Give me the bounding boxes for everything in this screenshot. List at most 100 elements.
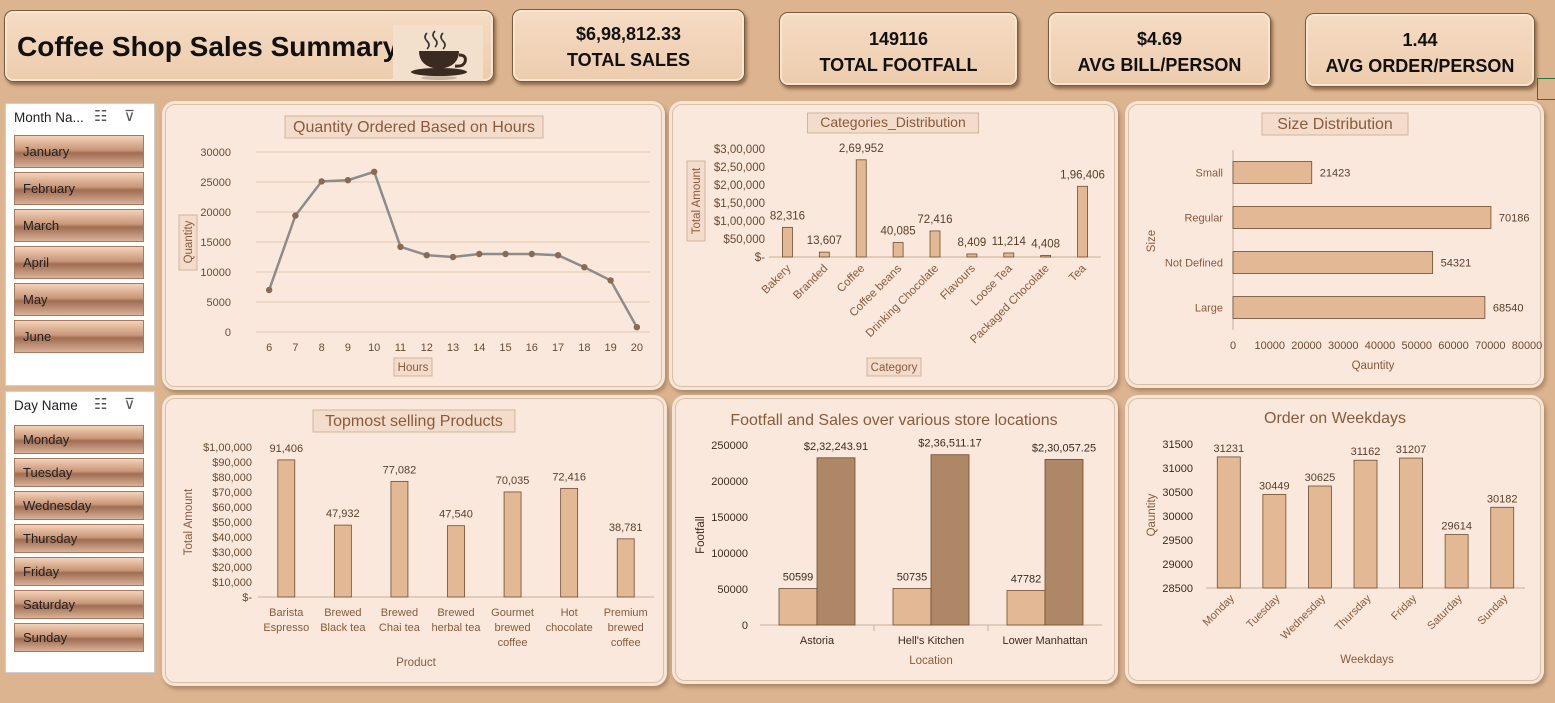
weekdays-chart-panel: Order on Weekdays 28500 29000 29500 30000 305… [1128,398,1541,681]
y-tick-label: $1,50,000 [714,198,765,210]
clear-filter-icon[interactable]: ⊽ [124,396,135,413]
data-point [344,177,352,184]
data-label: 50735 [897,571,928,583]
y-axis-label: Total Amount [183,488,195,555]
month-slicer-item-january[interactable]: January [14,135,144,168]
data-point [607,277,614,284]
day-slicer-item-saturday[interactable]: Saturday [14,590,144,619]
y-tick-label: 29500 [1162,535,1193,547]
day-slicer-item-monday[interactable]: Monday [14,425,144,454]
x-tick-label: Tea [1067,262,1089,284]
data-point [318,178,325,185]
y-tick-label: Large [1195,303,1223,315]
month-slicer-item-march[interactable]: March [14,209,144,242]
data-label: 8,409 [957,237,986,249]
data-point [502,250,509,258]
y-tick-label: $2,00,000 [714,180,765,192]
multi-select-icon[interactable]: ☷ [94,396,108,413]
chart-title-box [1261,112,1409,136]
y-tick-label: 28500 [1162,583,1193,595]
y-tick-label: 30500 [1162,487,1193,499]
data-label: 29614 [1441,521,1472,533]
clear-filter-icon[interactable]: ⊽ [124,108,135,125]
chart-title: Order on Weekdays [1264,410,1406,427]
bar [966,253,978,258]
data-label: 70,035 [496,475,530,487]
data-point [423,252,430,259]
x-tick-label: Coffee [835,263,867,295]
data-label: 31231 [1213,443,1244,455]
x-tick-label: Hell's Kitchen [898,635,964,647]
day-slicer-item-tuesday[interactable]: Tuesday [14,458,144,487]
y-tick-label: $50,000 [212,517,252,529]
x-axis-label: Weekdays [1340,654,1394,666]
y-tick-label: 0 [225,327,231,339]
x-tick-label: 13 [447,342,459,354]
multi-select-icon[interactable]: ☷ [94,108,108,125]
x-tick-label: chocolate [546,622,593,634]
kpi-avg-bill: $4.69 AVG BILL/PERSON [1048,12,1271,86]
day-slicer-item-friday[interactable]: Friday [14,557,144,586]
y-tick-label: Small [1195,168,1223,180]
x-tick-label: 60000 [1438,340,1469,352]
data-point [371,168,378,175]
day-slicer: Day Name ☷ ⊽ Monday Tuesday Wednesday Thurs… [5,391,155,673]
kpi-avg-order: 1.44 AVG ORDER/PERSON [1305,13,1535,87]
chart-title-box [312,409,516,433]
data-label: 30182 [1487,493,1518,505]
y-axis-label-box [686,160,706,242]
month-slicer: Month Na... ☷ ⊽ January February March Apri… [5,103,155,386]
x-tick-label: 9 [345,342,351,354]
x-tick-label: Black tea [320,622,366,634]
data-point [476,250,483,258]
month-slicer-item-june[interactable]: June [14,320,144,353]
x-tick-label: 7 [292,342,298,354]
data-label: 72,416 [552,471,586,483]
data-label: 91,406 [269,443,303,455]
locations-bar-chart: Footfall and Sales over various store lo… [695,412,1102,667]
data-label: 11,214 [992,236,1027,248]
day-slicer-item-sunday[interactable]: Sunday [14,623,144,652]
x-axis-label: Qauntity [1352,360,1395,372]
y-tick-label: $2,50,000 [714,162,765,174]
x-tick-label: Friday [1389,592,1419,622]
data-label: 21423 [1320,168,1351,180]
sales-bar [930,454,970,626]
selected-cell-marker [1537,78,1555,100]
y-axis-label-box [178,214,198,271]
data-label: $2,32,243.91 [804,441,868,453]
bar [818,251,830,258]
bar [855,159,867,258]
locations-chart-panel: Footfall and Sales over various store lo… [675,398,1115,681]
dashboard-title-box: Coffee Shop Sales Summary [4,10,494,82]
bar [1003,252,1015,258]
products-chart-panel: Topmost selling Products $- $10,000 $20,000… [165,398,664,683]
x-tick-label: Gourmet [491,607,534,619]
x-tick-label: 12 [421,342,433,354]
y-tick-label: $40,000 [212,532,252,544]
data-label: 31162 [1351,446,1381,458]
y-tick-label: 15000 [200,237,231,249]
x-tick-label: Espresso [263,622,309,634]
chart-title: Categories_Distribution [820,114,966,130]
y-axis-label: Qauntity [1146,493,1158,536]
data-point [581,264,588,271]
x-tick-label: 30000 [1328,340,1359,352]
month-slicer-item-april[interactable]: April [14,246,144,279]
bar [1490,506,1515,589]
y-tick-label: 50000 [717,584,748,596]
x-tick-label: 50000 [1401,340,1432,352]
x-tick-label: 0 [1230,340,1236,352]
hours-line-chart: Quantity Ordered Based on Hours 0 5000 1000… [178,115,650,377]
sales-bar [1044,458,1084,626]
day-slicer-item-thursday[interactable]: Thursday [14,524,144,553]
bar [616,538,635,598]
month-slicer-item-may[interactable]: May [14,283,144,316]
day-slicer-item-wednesday[interactable]: Wednesday [14,491,144,520]
x-tick-label: Tuesday [1244,592,1282,630]
y-tick-label: Not Defined [1165,258,1223,270]
month-slicer-item-february[interactable]: February [14,172,144,205]
x-tick-label: Bakery [760,262,794,296]
bar [447,525,465,598]
y-tick-label: $50,000 [723,234,765,246]
